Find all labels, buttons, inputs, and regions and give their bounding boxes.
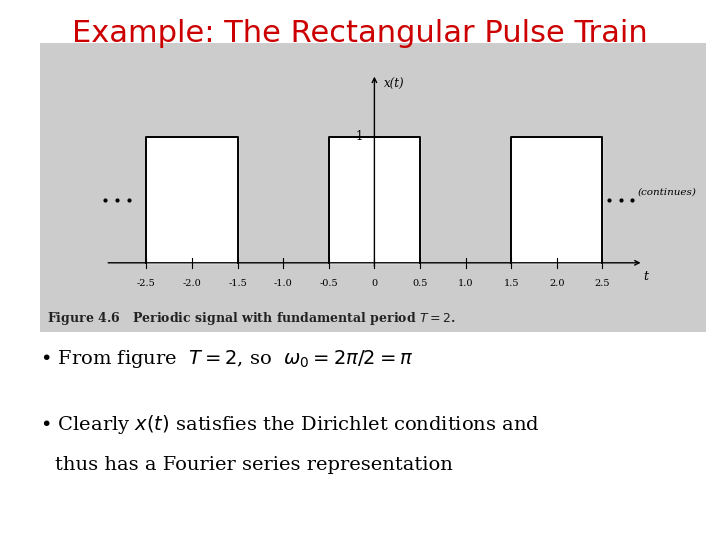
Text: • Clearly $x(t)$ satisfies the Dirichlet conditions and: • Clearly $x(t)$ satisfies the Dirichlet… (40, 413, 539, 436)
Text: -0.5: -0.5 (320, 279, 338, 288)
Text: x(t): x(t) (384, 78, 404, 91)
Text: thus has a Fourier series representation: thus has a Fourier series representation (55, 456, 454, 474)
Text: 1: 1 (356, 130, 364, 143)
Text: -1.5: -1.5 (228, 279, 247, 288)
Text: -2.0: -2.0 (183, 279, 202, 288)
Text: Figure 4.6   Periodic signal with fundamental period $T = 2$.: Figure 4.6 Periodic signal with fundamen… (47, 310, 455, 327)
Text: t: t (643, 271, 648, 284)
Text: Example: The Rectangular Pulse Train: Example: The Rectangular Pulse Train (72, 19, 648, 48)
Text: 0: 0 (372, 279, 377, 288)
Text: • From figure  $T = 2$, so  $\omega_0 = 2\pi / 2 = \pi$: • From figure $T = 2$, so $\omega_0 = 2\… (40, 348, 413, 370)
Text: 1.0: 1.0 (458, 279, 473, 288)
Text: 1.5: 1.5 (503, 279, 519, 288)
Text: (continues): (continues) (637, 188, 696, 197)
Text: -1.0: -1.0 (274, 279, 292, 288)
Text: 2.0: 2.0 (549, 279, 564, 288)
Text: -2.5: -2.5 (137, 279, 156, 288)
Text: 2.5: 2.5 (595, 279, 610, 288)
Text: 0.5: 0.5 (413, 279, 428, 288)
